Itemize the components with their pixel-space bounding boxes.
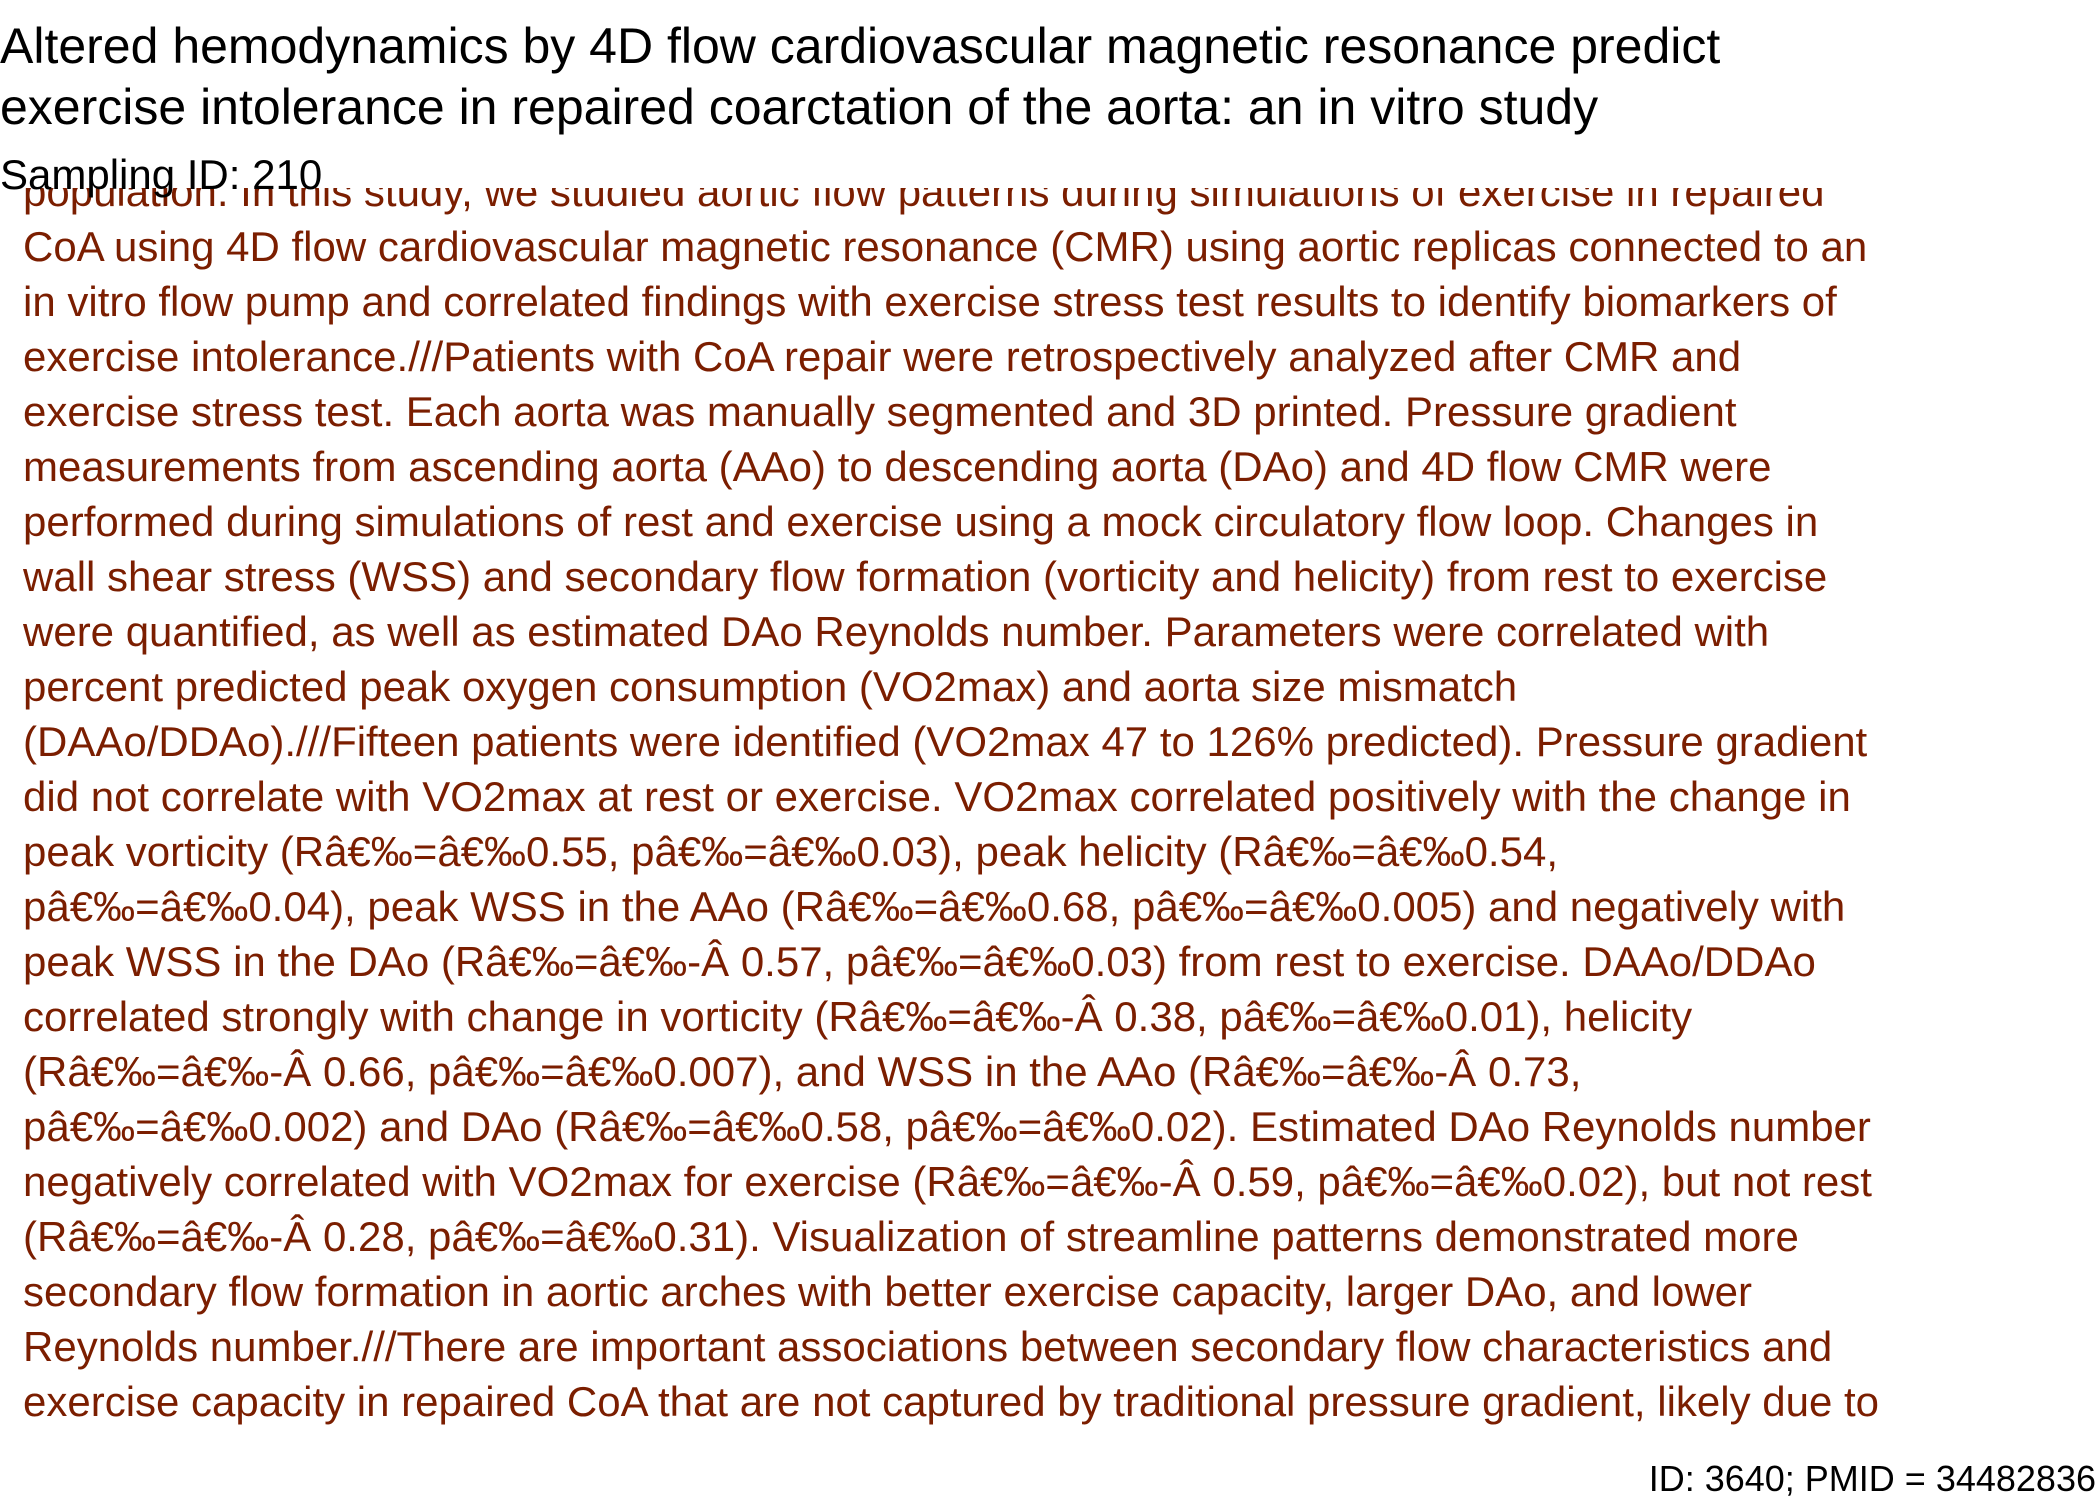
- sampling-id: Sampling ID: 210: [0, 151, 323, 198]
- document-title: Altered hemodynamics by 4D flow cardiova…: [0, 18, 1721, 135]
- document-id-footer: ID: 3640; PMID = 34482836: [1648, 1458, 2096, 1499]
- abstract-text: population. In this study, we studied ao…: [23, 188, 1880, 1425]
- abstract-scroll-region[interactable]: population. In this study, we studied ao…: [23, 188, 2100, 1440]
